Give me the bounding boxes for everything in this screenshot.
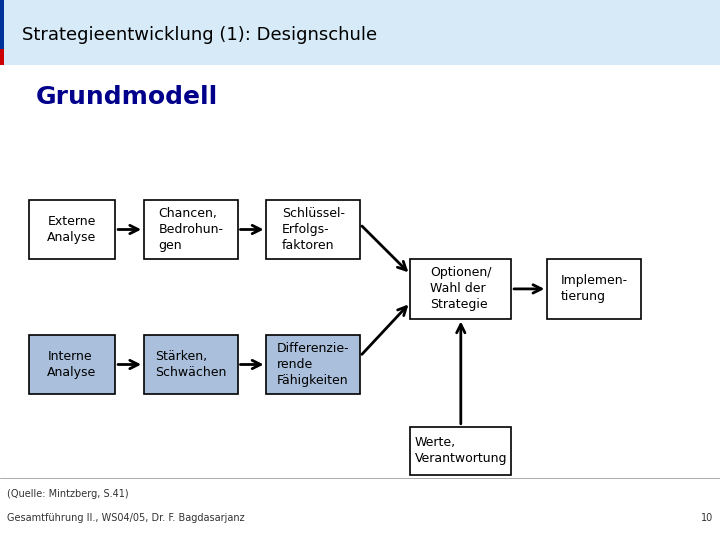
FancyBboxPatch shape: [144, 335, 238, 394]
FancyBboxPatch shape: [0, 0, 4, 49]
FancyBboxPatch shape: [29, 200, 115, 259]
Text: Schlüssel-
Erfolgs-
faktoren: Schlüssel- Erfolgs- faktoren: [282, 207, 345, 252]
FancyBboxPatch shape: [547, 259, 641, 319]
FancyBboxPatch shape: [0, 49, 4, 65]
FancyBboxPatch shape: [266, 335, 360, 394]
FancyBboxPatch shape: [410, 427, 511, 475]
FancyBboxPatch shape: [144, 200, 238, 259]
Text: Strategieentwicklung (1): Designschule: Strategieentwicklung (1): Designschule: [22, 26, 377, 44]
FancyBboxPatch shape: [410, 259, 511, 319]
Text: Implemen-
tierung: Implemen- tierung: [560, 274, 628, 303]
FancyBboxPatch shape: [29, 335, 115, 394]
Text: 10: 10: [701, 514, 713, 523]
Text: Stärken,
Schwächen: Stärken, Schwächen: [155, 350, 227, 379]
Text: Optionen/
Wahl der
Strategie: Optionen/ Wahl der Strategie: [430, 266, 492, 312]
Text: Werte,
Verantwortung: Werte, Verantwortung: [415, 436, 507, 465]
Text: Interne
Analyse: Interne Analyse: [48, 350, 96, 379]
Text: Differenzie-
rende
Fähigkeiten: Differenzie- rende Fähigkeiten: [277, 342, 349, 387]
Text: Chancen,
Bedrohun-
gen: Chancen, Bedrohun- gen: [158, 207, 223, 252]
Text: Externe
Analyse: Externe Analyse: [48, 215, 96, 244]
FancyBboxPatch shape: [0, 0, 720, 65]
FancyBboxPatch shape: [266, 200, 360, 259]
Text: (Quelle: Mintzberg, S.41): (Quelle: Mintzberg, S.41): [7, 489, 129, 499]
Text: Gesamtführung II., WS04/05, Dr. F. Bagdasarjanz: Gesamtführung II., WS04/05, Dr. F. Bagda…: [7, 514, 245, 523]
Text: Grundmodell: Grundmodell: [36, 85, 218, 109]
